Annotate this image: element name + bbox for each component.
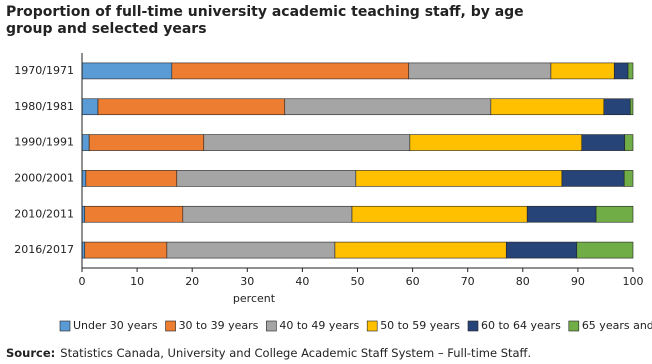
bar-segment [627,62,634,80]
bar-segment [505,241,578,259]
bar-segment [581,134,626,151]
bar-segment [613,62,629,80]
bar-segment [81,170,87,187]
bar-segment [81,134,90,151]
x-tick-label: 40 [295,275,309,288]
x-tick-label: 90 [571,275,585,288]
source-label: Source: [6,346,55,360]
bar-segment [623,170,634,187]
x-tick-label: 70 [461,275,475,288]
legend-label: 30 to 39 years [179,319,259,332]
bar-segment [355,170,563,187]
legend-label: 40 to 49 years [279,319,359,332]
y-tick-label: 2016/2017 [14,243,74,256]
y-tick-label: 1980/1981 [14,100,74,113]
y-tick-label: 1970/1971 [14,64,74,77]
bar-segment [629,98,634,116]
x-tick-label: 50 [351,275,365,288]
legend-label: Under 30 years [73,319,158,332]
bar-segment [490,98,605,116]
bar-segment [408,62,552,80]
bar-segment [576,241,634,259]
legend-swatch [467,320,479,332]
bar-segment [595,205,634,223]
legend-label: 60 to 64 years [481,319,561,332]
bar-segment [97,98,286,116]
y-tick-label: 2010/2011 [14,207,74,220]
y-tick-label: 2000/2001 [14,171,74,184]
bar-segment [182,205,353,223]
source: Source: Statistics Canada, University and… [6,346,531,360]
legend-label: 65 years and older [582,319,652,332]
y-tick-label: 1990/1991 [14,136,74,149]
bar-segment [526,205,597,223]
legend-swatch [266,320,277,332]
bar-segment [203,134,411,151]
chart-title: Proportion of full-time university acade… [6,4,524,37]
legend-swatch [568,320,580,332]
x-tick-label: 80 [516,275,530,288]
legend-swatch [165,320,176,332]
bar-segment [85,170,178,187]
bar-segment [171,62,410,80]
source-text: Statistics Canada, University and Colleg… [60,346,531,360]
bar-segment [84,241,168,259]
bar-segment [603,98,631,116]
bar-segment [88,134,205,151]
x-tick-label: 100 [623,275,644,288]
x-tick-label: 30 [240,275,254,288]
bar-segment [409,134,583,151]
bar-segment [81,62,173,80]
x-axis-label: percent [233,292,276,305]
bar-segment [84,205,184,223]
legend-label: 50 to 59 years [380,319,460,332]
legend-swatch [366,320,378,332]
bar-segment [624,134,634,151]
legend-swatch [59,320,71,332]
bar-segment [561,170,625,187]
bar-segment [351,205,528,223]
x-tick-label: 0 [79,275,86,288]
x-tick-label: 20 [185,275,199,288]
bar-segment [550,62,615,80]
bar-segment [81,98,99,116]
x-tick-label: 60 [406,275,420,288]
bar-segment [176,170,357,187]
bar-segment [166,241,336,259]
bar-segment [334,241,507,259]
x-tick-label: 10 [130,275,144,288]
bar-segment [284,98,492,116]
